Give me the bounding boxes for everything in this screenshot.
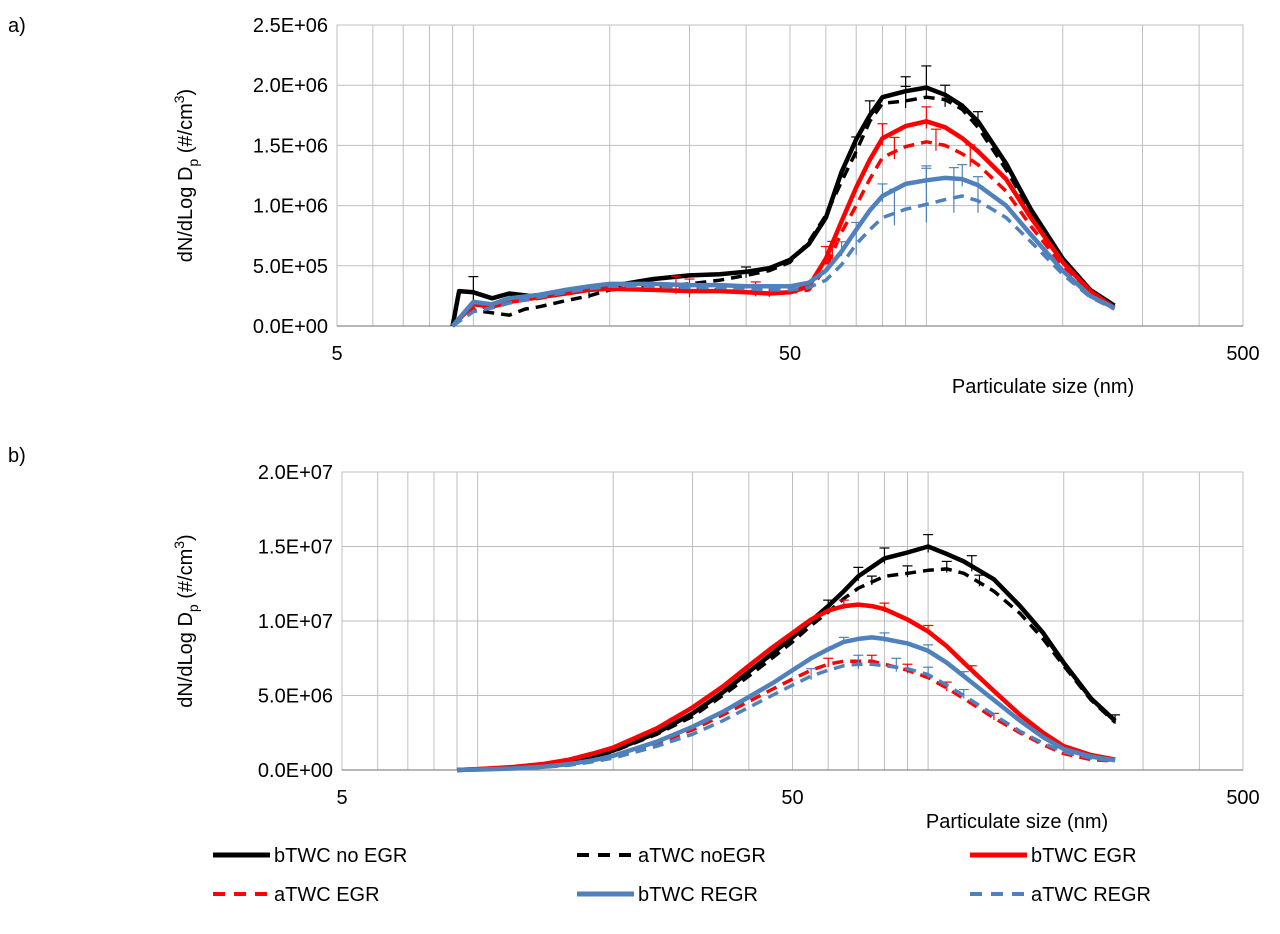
y-tick-label: 2.0E+06 <box>253 75 328 97</box>
series-line-btwc-egr <box>456 602 1116 773</box>
panel-label: b) <box>8 445 26 467</box>
legend-item-btwc-egr: bTWC EGR <box>970 845 1137 867</box>
y-axis-title-end: ) <box>175 534 197 541</box>
series-line-btwc-no-egr <box>456 544 1117 773</box>
x-tick-label: 500 <box>1226 343 1259 365</box>
y-tick-label: 2.0E+07 <box>258 462 333 484</box>
legend-item-atwc-regr: aTWC REGR <box>970 884 1151 906</box>
x-tick-label: 5 <box>336 787 347 809</box>
y-tick-label: 1.0E+06 <box>253 196 328 218</box>
y-tick-label: 2.5E+06 <box>253 15 328 37</box>
legend-item-atwc-noegr: aTWC noEGR <box>577 845 766 867</box>
y-axis-title-sup: 3 <box>171 95 187 103</box>
legend-label: bTWC no EGR <box>274 845 407 867</box>
series-line-atwc-noegr <box>451 95 1116 328</box>
y-tick-label: 5.0E+06 <box>258 686 333 708</box>
y-tick-label: 0.0E+00 <box>258 760 333 782</box>
legend-label: bTWC EGR <box>1031 845 1137 867</box>
legend-item-btwc-regr: bTWC REGR <box>577 884 758 906</box>
series-group <box>450 65 1116 328</box>
y-axis-title-main: dN/dLog D <box>175 612 197 708</box>
series-line-atwc-egr <box>451 140 1116 328</box>
y-tick-label: 1.5E+07 <box>258 537 333 559</box>
y-tick-label: 1.0E+07 <box>258 611 333 633</box>
y-axis-title-tail: (#/cm <box>175 549 197 605</box>
x-axis-title: Particulate size (nm) <box>952 376 1134 398</box>
panel-a: a) 0.0E+00 5.0E+05 1.0E+06 1.5E+06 2.0E+06 2.5… <box>8 15 1260 398</box>
legend-label: aTWC EGR <box>274 884 380 906</box>
y-axis-title: dN/dLog Dp (#/cm3) <box>171 89 201 262</box>
series-line-btwc-regr <box>456 635 1116 773</box>
y-axis-title-end: ) <box>175 89 197 96</box>
grid <box>342 471 1243 771</box>
y-axis-title-sub: p <box>185 604 201 612</box>
x-axis-title: Particulate size (nm) <box>926 811 1108 833</box>
y-tick-label: 1.5E+06 <box>253 135 328 157</box>
panel-b: b) 0.0E+00 5.0E+06 1.0E+07 1.5E+07 2.0E+07 5 50… <box>8 445 1260 833</box>
x-tick-label: 50 <box>781 787 803 809</box>
y-axis-title-tail: (#/cm <box>175 103 197 159</box>
series-line-btwc-regr <box>450 175 1116 328</box>
series-line-atwc-regr <box>451 194 1116 328</box>
x-tick-label: 5 <box>331 343 342 365</box>
legend-label: bTWC REGR <box>638 884 758 906</box>
x-tick-label: 50 <box>779 343 801 365</box>
series-line-btwc-egr <box>450 119 1116 328</box>
x-tick-label: 500 <box>1226 787 1259 809</box>
series-group <box>456 533 1121 773</box>
y-axis-title: dN/dLog Dp (#/cm3) <box>171 534 201 707</box>
legend-label: aTWC REGR <box>1031 884 1151 906</box>
legend-item-atwc-egr: aTWC EGR <box>213 884 380 906</box>
y-axis-title-sup: 3 <box>171 541 187 549</box>
y-axis-title-main: dN/dLog D <box>175 167 197 263</box>
series-line-atwc-noegr <box>456 567 1117 772</box>
legend: bTWC no EGR aTWC noEGR bTWC EGR aTWC EGR bTW… <box>213 845 1151 906</box>
legend-item-btwc-no-egr: bTWC no EGR <box>213 845 407 867</box>
y-tick-label: 5.0E+05 <box>253 256 328 278</box>
series-line-atwc-regr <box>456 662 1116 772</box>
y-tick-label: 0.0E+00 <box>253 316 328 338</box>
legend-label: aTWC noEGR <box>638 845 766 867</box>
y-axis-title-sub: p <box>185 159 201 167</box>
panel-label: a) <box>8 15 26 37</box>
